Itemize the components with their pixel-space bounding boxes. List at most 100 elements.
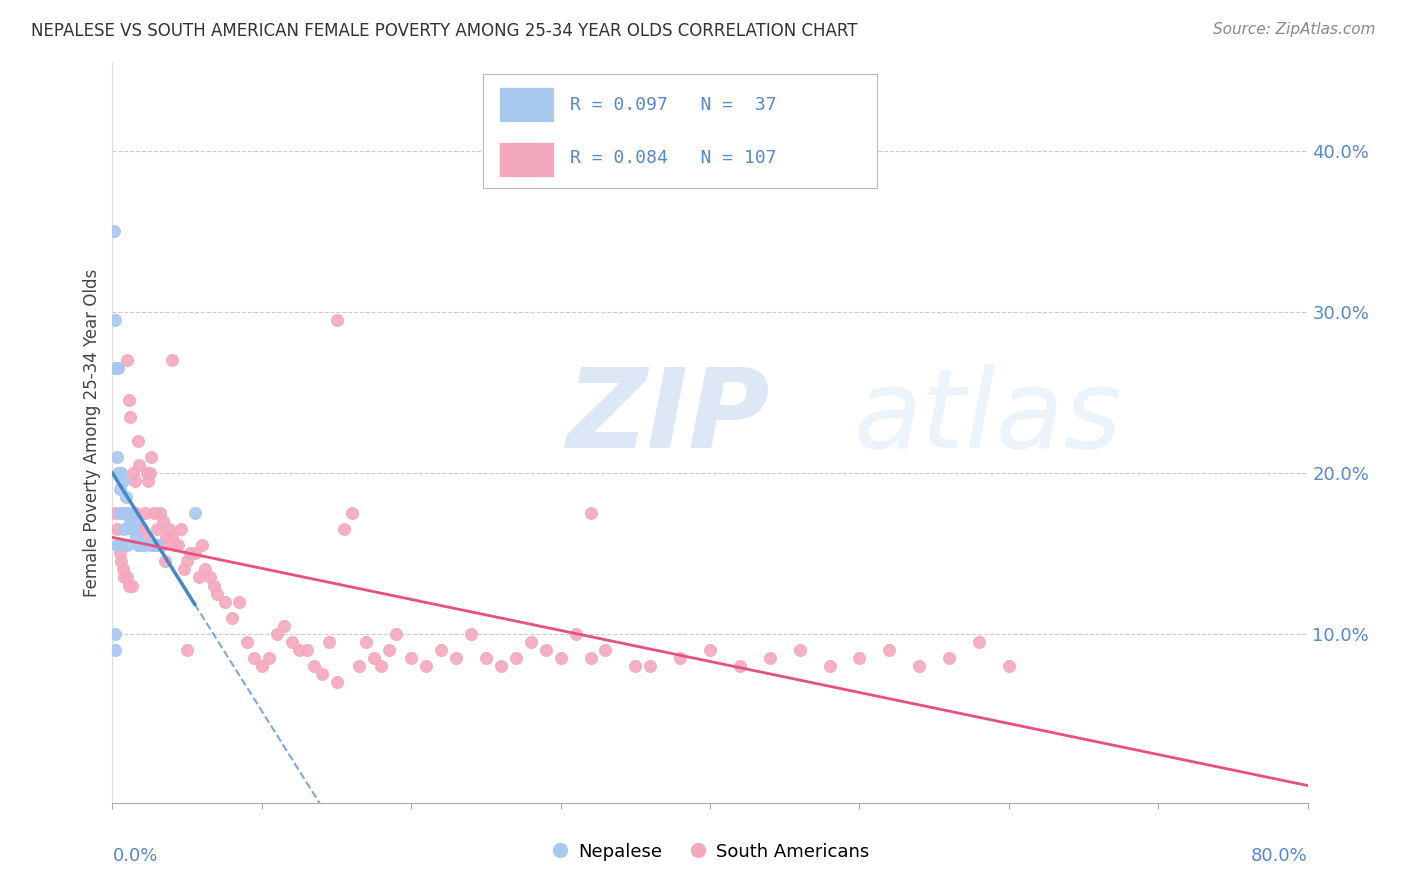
Point — [579, 651, 602, 665]
Point — [111, 506, 134, 520]
Point — [176, 554, 198, 568]
Point — [104, 627, 127, 641]
Point — [214, 594, 236, 608]
Point — [759, 651, 782, 665]
Text: 0.0%: 0.0% — [112, 847, 157, 865]
Point — [110, 506, 132, 520]
Point — [104, 361, 127, 376]
Point — [107, 466, 129, 480]
Point — [104, 313, 127, 327]
Point — [236, 635, 259, 649]
Point — [157, 522, 180, 536]
Point — [198, 570, 221, 584]
Point — [129, 522, 152, 536]
Point — [444, 651, 467, 665]
Point — [259, 651, 281, 665]
Point — [579, 506, 602, 520]
Point — [415, 659, 437, 673]
Point — [640, 659, 662, 673]
Point — [475, 651, 498, 665]
Point — [146, 538, 169, 552]
Point — [105, 522, 128, 536]
Point — [908, 659, 931, 673]
Point — [152, 514, 174, 528]
Point — [221, 610, 243, 624]
Point — [356, 635, 378, 649]
Point — [243, 651, 266, 665]
Point — [162, 353, 183, 368]
Point — [194, 562, 217, 576]
Point — [124, 514, 146, 528]
Point — [108, 546, 131, 560]
Point — [139, 466, 162, 480]
Point — [110, 554, 132, 568]
Point — [117, 538, 139, 552]
Point — [125, 506, 148, 520]
Point — [295, 643, 318, 657]
Point — [107, 361, 129, 376]
Point — [165, 538, 187, 552]
Point — [128, 458, 150, 472]
Point — [134, 506, 156, 520]
Point — [114, 522, 135, 536]
Point — [789, 643, 811, 657]
Point — [139, 538, 162, 552]
Point — [191, 538, 214, 552]
Point — [162, 530, 183, 544]
Point — [105, 361, 128, 376]
Point — [848, 651, 870, 665]
Point — [325, 675, 347, 690]
Point — [105, 450, 128, 464]
Point — [340, 506, 363, 520]
Point — [967, 635, 990, 649]
Point — [378, 643, 401, 657]
Point — [121, 522, 143, 536]
Point — [170, 522, 193, 536]
Point — [141, 450, 163, 464]
Point — [134, 538, 156, 552]
Point — [118, 393, 141, 408]
Point — [108, 482, 131, 496]
Point — [879, 643, 901, 657]
Point — [104, 506, 127, 520]
Point — [155, 530, 177, 544]
Point — [363, 651, 385, 665]
Point — [125, 530, 148, 544]
Point — [333, 522, 356, 536]
Point — [108, 466, 131, 480]
Text: Source: ZipAtlas.com: Source: ZipAtlas.com — [1212, 22, 1375, 37]
Point — [143, 538, 166, 552]
Point — [122, 522, 145, 536]
Point — [728, 659, 751, 673]
Point — [142, 538, 165, 552]
Point — [489, 659, 512, 673]
Legend: Nepalese, South Americans: Nepalese, South Americans — [544, 836, 876, 868]
Point — [127, 434, 149, 448]
Point — [564, 627, 586, 641]
Y-axis label: Female Poverty Among 25-34 Year Olds: Female Poverty Among 25-34 Year Olds — [83, 268, 101, 597]
Point — [595, 643, 617, 657]
Point — [385, 627, 408, 641]
Point — [460, 627, 482, 641]
Point — [117, 353, 139, 368]
Point — [118, 578, 141, 592]
Point — [107, 538, 129, 552]
Point — [183, 546, 205, 560]
Point — [115, 490, 138, 504]
Point — [114, 570, 135, 584]
Point — [127, 538, 149, 552]
Point — [122, 466, 145, 480]
Point — [131, 538, 153, 552]
Point — [401, 651, 423, 665]
Point — [173, 562, 195, 576]
Point — [115, 506, 138, 520]
Point — [121, 578, 143, 592]
Point — [108, 506, 131, 520]
Point — [288, 643, 311, 657]
Point — [273, 619, 295, 633]
Point — [302, 659, 325, 673]
Point — [228, 594, 250, 608]
Point — [128, 538, 150, 552]
Point — [998, 659, 1021, 673]
Point — [167, 538, 190, 552]
